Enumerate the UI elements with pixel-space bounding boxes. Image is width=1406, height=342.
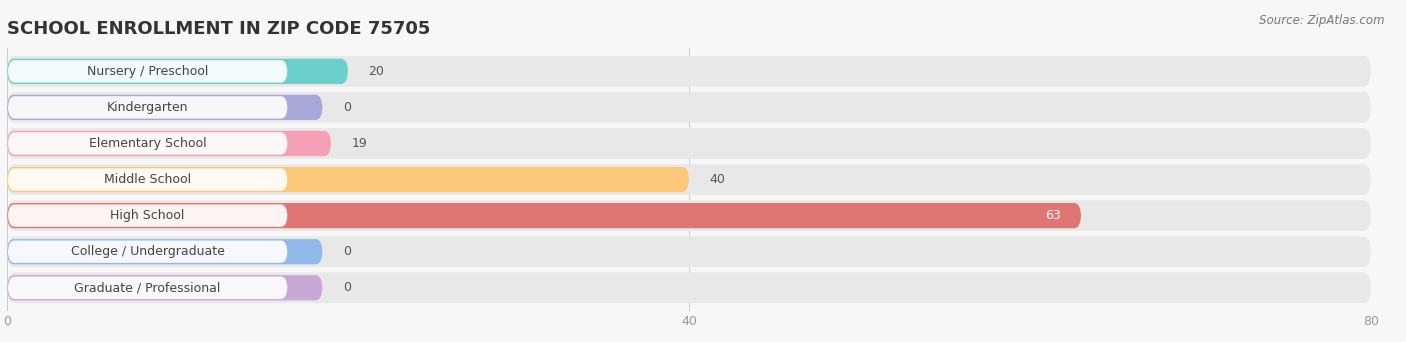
FancyBboxPatch shape — [7, 59, 349, 84]
FancyBboxPatch shape — [7, 56, 1371, 87]
Text: 40: 40 — [710, 173, 725, 186]
FancyBboxPatch shape — [7, 273, 1371, 303]
Text: Kindergarten: Kindergarten — [107, 101, 188, 114]
FancyBboxPatch shape — [7, 95, 322, 120]
FancyBboxPatch shape — [7, 275, 322, 300]
Text: Graduate / Professional: Graduate / Professional — [75, 281, 221, 294]
FancyBboxPatch shape — [8, 96, 287, 119]
FancyBboxPatch shape — [7, 200, 1371, 231]
Text: Middle School: Middle School — [104, 173, 191, 186]
FancyBboxPatch shape — [8, 132, 287, 155]
Text: 20: 20 — [368, 65, 384, 78]
FancyBboxPatch shape — [7, 92, 1371, 123]
Text: High School: High School — [111, 209, 184, 222]
FancyBboxPatch shape — [7, 131, 330, 156]
FancyBboxPatch shape — [7, 128, 1371, 159]
Text: 0: 0 — [343, 245, 352, 258]
Text: 63: 63 — [1045, 209, 1060, 222]
FancyBboxPatch shape — [8, 240, 287, 263]
FancyBboxPatch shape — [8, 277, 287, 299]
FancyBboxPatch shape — [7, 203, 1081, 228]
FancyBboxPatch shape — [7, 164, 1371, 195]
Text: 0: 0 — [343, 281, 352, 294]
Text: 0: 0 — [343, 101, 352, 114]
FancyBboxPatch shape — [7, 239, 322, 264]
Text: 19: 19 — [352, 137, 367, 150]
FancyBboxPatch shape — [8, 205, 287, 227]
FancyBboxPatch shape — [8, 168, 287, 191]
FancyBboxPatch shape — [8, 60, 287, 82]
FancyBboxPatch shape — [7, 167, 689, 192]
Text: Elementary School: Elementary School — [89, 137, 207, 150]
Text: College / Undergraduate: College / Undergraduate — [70, 245, 225, 258]
Text: SCHOOL ENROLLMENT IN ZIP CODE 75705: SCHOOL ENROLLMENT IN ZIP CODE 75705 — [7, 20, 430, 38]
FancyBboxPatch shape — [7, 236, 1371, 267]
Text: Source: ZipAtlas.com: Source: ZipAtlas.com — [1260, 14, 1385, 27]
Text: Nursery / Preschool: Nursery / Preschool — [87, 65, 208, 78]
